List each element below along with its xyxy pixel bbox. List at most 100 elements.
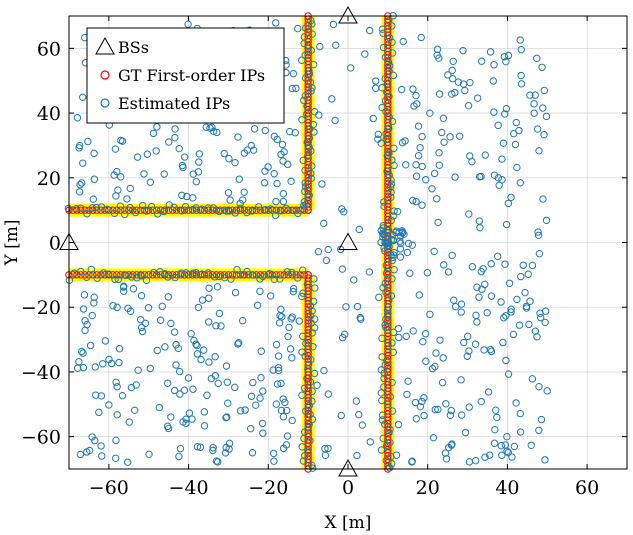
gt-ip-point <box>117 271 125 279</box>
estimated-ip-point <box>107 359 116 368</box>
estimated-ip-point <box>307 16 315 25</box>
estimated-ip-point <box>123 458 132 466</box>
estimated-ip-point <box>209 446 217 455</box>
estimated-ip-point <box>88 311 96 320</box>
estimated-ip-point <box>205 294 213 302</box>
estimated-ip-point <box>439 354 447 362</box>
estimated-ip-point <box>75 358 83 366</box>
estimated-ip-point <box>257 347 265 355</box>
estimated-ip-point <box>459 46 467 55</box>
estimated-ip-point <box>517 71 525 80</box>
estimated-ip-point <box>163 379 172 387</box>
estimated-ip-point <box>172 361 180 369</box>
estimated-ip-point <box>113 383 121 391</box>
estimated-ip-point <box>87 265 95 274</box>
estimated-ip-point <box>180 386 189 394</box>
estimated-ip-point <box>126 307 135 316</box>
estimated-ip-point <box>270 169 278 178</box>
estimated-ip-point <box>137 272 146 280</box>
estimated-ip-point <box>239 317 247 325</box>
estimated-ip-point <box>288 416 296 425</box>
estimated-ip-point <box>72 204 80 213</box>
estimated-ip-point <box>301 187 309 196</box>
estimated-ip-point <box>525 320 533 329</box>
estimated-ip-point <box>270 132 279 141</box>
estimated-ip-point <box>249 271 257 279</box>
estimated-ip-point <box>401 137 409 145</box>
estimated-ip-point <box>92 203 101 212</box>
estimated-ip-point <box>374 130 382 139</box>
estimated-ip-point <box>497 298 505 306</box>
estimated-ip-point <box>387 176 395 184</box>
estimated-ip-point <box>381 74 389 83</box>
estimated-ip-point <box>272 400 281 408</box>
estimated-ip-point <box>81 326 89 335</box>
estimated-ip-point <box>531 91 539 99</box>
estimated-ip-point <box>293 274 302 282</box>
estimated-ip-point <box>384 58 393 67</box>
estimated-ip-point <box>433 195 441 203</box>
estimated-ip-point <box>428 364 437 373</box>
estimated-ip-point <box>83 448 91 456</box>
estimated-ip-point <box>199 346 208 354</box>
estimated-ip-point <box>226 196 234 204</box>
estimated-ip-point <box>299 457 308 465</box>
grid <box>69 16 627 469</box>
estimated-ip-point <box>409 327 417 335</box>
estimated-ip-point <box>272 19 280 27</box>
estimated-ip-point <box>369 114 377 123</box>
estimated-ip-point <box>422 176 430 184</box>
estimated-ip-point <box>176 390 184 398</box>
estimated-ip-point <box>113 411 121 419</box>
estimated-ip-point <box>507 308 515 316</box>
estimated-ip-point <box>390 144 398 152</box>
estimated-ip-point <box>80 291 89 299</box>
estimated-ip-point <box>116 173 125 181</box>
legend: BSs GT First-order IPs Estimated IPs <box>86 27 285 124</box>
estimated-ip-point <box>192 177 201 186</box>
estimated-ip-point <box>381 53 390 61</box>
estimated-ip-point <box>431 405 439 414</box>
estimated-ip-point <box>167 413 175 421</box>
estimated-ip-point <box>231 209 239 217</box>
estimated-ip-point <box>386 425 394 434</box>
estimated-ip-point <box>384 238 393 247</box>
estimated-ip-point <box>428 185 436 193</box>
gt-ip-point <box>220 271 229 279</box>
estimated-ip-point <box>137 292 146 300</box>
estimated-ip-point <box>192 204 200 212</box>
estimated-ip-point <box>253 301 262 309</box>
gt-ip-point <box>236 271 245 279</box>
estimated-ip-point <box>403 248 412 257</box>
estimated-ip-point <box>388 156 396 164</box>
estimated-ip-point <box>282 204 290 213</box>
estimated-ip-point <box>387 188 395 196</box>
estimated-ip-point <box>285 127 294 136</box>
gt-ip-point <box>109 271 117 279</box>
estimated-ip-point <box>388 407 397 415</box>
estimated-ip-point <box>299 156 307 165</box>
estimated-ip-point <box>511 140 520 149</box>
estimated-ip-point <box>378 416 387 424</box>
estimated-ip-point <box>388 49 397 57</box>
estimated-ip-point <box>338 265 347 273</box>
estimated-ip-point <box>153 123 161 131</box>
estimated-ip-point <box>388 460 396 468</box>
x-tick-label: 0 <box>342 477 354 499</box>
estimated-ip-point <box>377 238 385 247</box>
bs-marker <box>338 232 358 250</box>
legend-marker-gt-ips <box>100 70 110 80</box>
estimated-ip-point <box>384 226 393 235</box>
estimated-ip-point <box>381 361 390 369</box>
estimated-ip-point <box>460 338 468 347</box>
estimated-ip-point <box>303 280 312 289</box>
estimated-ip-point <box>371 84 380 92</box>
estimated-ip-point <box>387 292 396 300</box>
estimated-ip-point <box>387 251 395 260</box>
estimated-ip-point <box>438 378 447 387</box>
estimated-ip-point <box>358 421 367 429</box>
estimated-ip-point <box>167 319 175 328</box>
estimated-ip-point <box>517 45 525 54</box>
estimated-ip-point <box>215 309 224 318</box>
estimated-ip-point <box>388 378 396 387</box>
